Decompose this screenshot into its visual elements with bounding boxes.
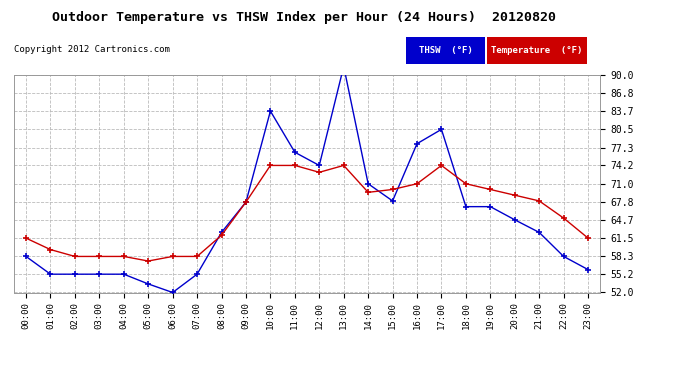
Text: Temperature  (°F): Temperature (°F) [491, 46, 583, 55]
Text: Outdoor Temperature vs THSW Index per Hour (24 Hours)  20120820: Outdoor Temperature vs THSW Index per Ho… [52, 11, 555, 24]
Text: THSW  (°F): THSW (°F) [419, 46, 472, 55]
Text: Copyright 2012 Cartronics.com: Copyright 2012 Cartronics.com [14, 45, 170, 54]
